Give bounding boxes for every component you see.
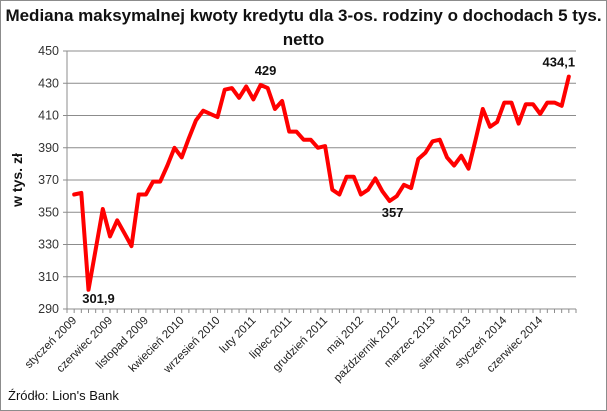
source-note: Źródło: Lion's Bank: [8, 388, 119, 403]
y-tick-label: 410: [38, 109, 59, 123]
data-label: 357: [382, 205, 404, 220]
y-tick-label: 450: [38, 44, 59, 58]
y-tick-label: 290: [38, 302, 59, 316]
y-tick-label: 330: [38, 238, 59, 252]
y-tick-label: 370: [38, 173, 59, 187]
series-line: [72, 74, 571, 292]
chart-title: Mediana maksymalnej kwoty kredytu dla 3-…: [0, 4, 607, 52]
y-tick-label: 310: [38, 270, 59, 284]
data-label: 429: [255, 63, 277, 78]
chart-title-line-2: netto: [282, 30, 325, 49]
y-axis-title: w tys. zł: [9, 153, 25, 208]
chart-title-line-1: Mediana maksymalnej kwoty kredytu dla 3-…: [5, 6, 602, 25]
x-tick-label: październik 2012: [332, 315, 402, 385]
data-label: 301,9: [82, 291, 115, 306]
data-label: 434,1: [543, 55, 576, 70]
y-tick-label: 350: [38, 205, 59, 219]
y-tick-label: 390: [38, 141, 59, 155]
y-tick-label: 430: [38, 76, 59, 90]
